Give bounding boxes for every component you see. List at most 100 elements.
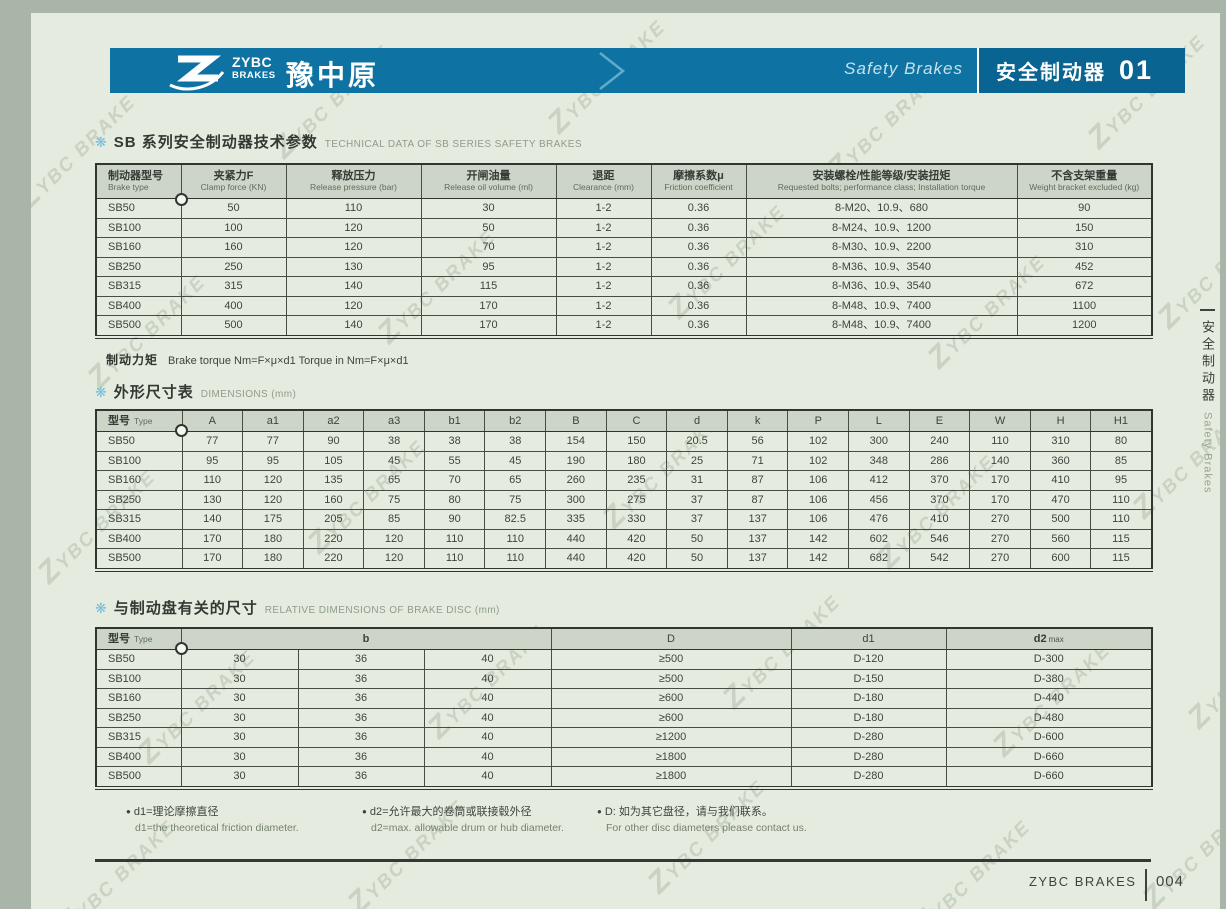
table-cell: 137 <box>726 548 789 570</box>
table-cell: ≥1800 <box>550 746 792 767</box>
table-cell: 130 <box>285 256 422 277</box>
table-cell: 110 <box>423 528 486 549</box>
table-cell: 36 <box>297 649 425 670</box>
table-cell: 137 <box>726 528 789 549</box>
table-cell: 82.5 <box>484 509 547 530</box>
table-cell: 130 <box>181 489 244 510</box>
footer-rule <box>95 859 1151 862</box>
table-cell: 75 <box>484 489 547 510</box>
table-cell: 37 <box>666 489 728 510</box>
table-cell: 180 <box>242 548 304 570</box>
table-cell: 560 <box>1029 528 1092 549</box>
table-cell: 40 <box>423 766 552 788</box>
table-cell: 170 <box>969 470 1031 491</box>
column-header: P <box>787 409 850 432</box>
table-cell: 90 <box>1016 198 1153 219</box>
table-cell: 310 <box>1016 237 1153 258</box>
bullet-icon: ● <box>362 807 367 816</box>
table-cell: 110 <box>484 528 547 549</box>
table-cell: SB500 <box>95 315 182 337</box>
table-cell: 310 <box>1029 431 1092 452</box>
table-cell: 360 <box>1029 450 1092 471</box>
table-cell: 65 <box>363 470 425 491</box>
table-cell: 110 <box>484 548 547 570</box>
table-cell: 120 <box>285 237 422 258</box>
table-cell: 170 <box>181 548 244 570</box>
note-formula: Brake torque Nm=F×μ×d1 Torque in Nm=F×μ×… <box>168 355 409 367</box>
table-junction-marker <box>175 424 188 437</box>
table-cell: D-280 <box>790 727 947 748</box>
table-cell: 65 <box>484 470 547 491</box>
chevron-right-icon <box>599 52 626 90</box>
footnote-d1: ● d1=理论摩擦直径 d1=the theoretical friction d… <box>126 803 299 834</box>
table-cell: 40 <box>423 688 552 709</box>
table-cell: 175 <box>242 509 304 530</box>
table-row: SB250 30 36 40 ≥600 D-180 D-480 <box>95 707 1153 728</box>
column-header: d1 <box>790 627 947 650</box>
table-cell: 260 <box>545 470 607 491</box>
table-cell: 8-M36、10.9、3540 <box>745 276 1018 297</box>
footer-brand: ZYBC BRAKES <box>1028 874 1137 889</box>
side-tab-en: Safety Brakes <box>1201 412 1214 494</box>
table-cell: 8-M20、10.9、680 <box>745 198 1018 219</box>
table-cell: 50 <box>666 528 728 549</box>
table-cell: 400 <box>180 295 287 316</box>
table-cell: 542 <box>908 548 971 570</box>
table-cell: 70 <box>420 237 557 258</box>
table-cell: 270 <box>969 548 1031 570</box>
table-cell: 452 <box>1016 256 1153 277</box>
column-header: 型号 Type <box>95 409 183 432</box>
table-cell: 250 <box>180 256 287 277</box>
table-cell: 120 <box>363 528 425 549</box>
table-row: SB400 170 180 220 120 110 110 440 420 50 137 142 602… <box>95 528 1152 549</box>
table-cell: 106 <box>787 470 850 491</box>
section-star-icon: ❋ <box>95 600 107 616</box>
table-cell: SB100 <box>95 217 182 238</box>
table-cell: 0.36 <box>650 256 747 277</box>
table-cell: 45 <box>363 450 425 471</box>
table-cell: SB315 <box>95 727 182 748</box>
technical-data-table: 制动器型号 Brake type 夹紧力F Clamp force (KN) 释放压力 R… <box>95 163 1153 339</box>
table-cell: 30 <box>180 766 299 788</box>
table-cell: 315 <box>180 276 287 297</box>
table-cell: 440 <box>545 548 607 570</box>
table-cell: 170 <box>420 295 557 316</box>
table-cell: 80 <box>1090 431 1152 452</box>
table-cell: 600 <box>1029 548 1092 570</box>
table-cell: 137 <box>726 509 789 530</box>
column-header: b1 <box>423 409 486 432</box>
side-tab: 安全制动器 Safety Brakes <box>1198 309 1217 493</box>
table-cell: 500 <box>1029 509 1092 530</box>
table-cell: 30 <box>180 688 299 709</box>
table-row: SB100 30 36 40 ≥500 D-150 D-380 <box>95 668 1153 689</box>
page-number: 004 <box>1155 873 1184 890</box>
table-cell: SB50 <box>95 649 182 670</box>
column-header: B <box>545 409 607 432</box>
bullet-icon: ● <box>126 807 131 816</box>
table-cell: 220 <box>302 528 365 549</box>
table-cell: 85 <box>363 509 425 530</box>
table-cell: 95 <box>242 450 304 471</box>
table-cell: 8-M48、10.9、7400 <box>745 315 1018 337</box>
column-header: k <box>726 409 789 432</box>
column-header: d <box>666 409 728 432</box>
table-row: SB100 95 95 105 45 55 45 190 180 25 71 102 348 286 140… <box>95 450 1152 471</box>
side-tab-zh: 安全制动器 <box>1200 320 1215 405</box>
footnote-en: d1=the theoretical friction diameter. <box>135 822 299 834</box>
table-cell: 50 <box>420 217 557 238</box>
section-title-en: RELATIVE DIMENSIONS OF BRAKE DISC (mm) <box>264 605 500 616</box>
table-cell: 36 <box>297 668 425 689</box>
table-cell: SB160 <box>95 237 182 258</box>
column-header: C <box>605 409 668 432</box>
logo-line2: BRAKES <box>232 70 276 81</box>
table-cell: 470 <box>1029 489 1092 510</box>
table-row: SB250 250 130 95 1-2 0.36 8-M36、10.9、3540 452 <box>95 256 1153 277</box>
table-cell: 115 <box>1090 528 1152 549</box>
table-cell: SB50 <box>95 198 182 219</box>
table-cell: 180 <box>242 528 304 549</box>
table-row: SB315 315 140 115 1-2 0.36 8-M36、10.9、3540 672 <box>95 276 1153 297</box>
table-cell: 30 <box>180 707 299 728</box>
column-header: 安装螺栓/性能等级/安装扭矩 Requested bolts; performan… <box>745 163 1018 199</box>
table-cell: 20.5 <box>666 431 728 452</box>
chapter-number-badge: 01 <box>1119 55 1154 85</box>
